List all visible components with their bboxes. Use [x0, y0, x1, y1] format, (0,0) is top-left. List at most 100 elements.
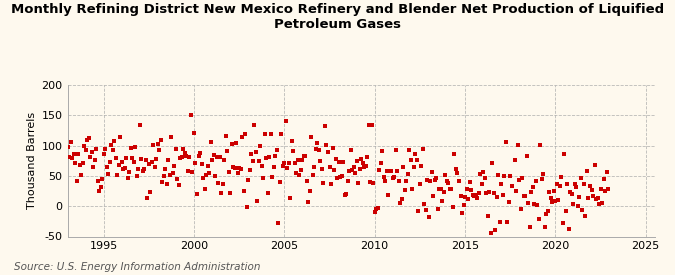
Point: [263, 191, 273, 195]
Point: [452, 171, 463, 175]
Point: [282, 165, 293, 170]
Point: [451, 166, 462, 171]
Point: [290, 160, 300, 165]
Point: [247, 159, 258, 163]
Point: [335, 175, 346, 179]
Point: [171, 146, 182, 151]
Point: [347, 168, 358, 172]
Point: [373, 206, 383, 211]
Point: [517, 176, 528, 180]
Point: [441, 179, 452, 183]
Point: [455, 194, 466, 199]
Point: [422, 178, 433, 182]
Point: [429, 178, 440, 182]
Point: [65, 140, 76, 144]
Point: [134, 123, 145, 128]
Point: [464, 180, 475, 184]
Point: [240, 131, 250, 136]
Point: [421, 208, 431, 212]
Point: [319, 124, 330, 129]
Point: [200, 172, 211, 177]
Point: [487, 160, 497, 165]
Point: [425, 178, 436, 183]
Text: Monthly Refining District New Mexico Refinery and Blender Net Production of Liqu: Monthly Refining District New Mexico Ref…: [11, 3, 664, 31]
Point: [406, 158, 416, 163]
Point: [462, 197, 473, 201]
Point: [225, 191, 236, 196]
Point: [249, 123, 260, 127]
Point: [499, 174, 510, 179]
Point: [435, 187, 446, 191]
Point: [514, 178, 524, 182]
Point: [115, 135, 126, 140]
Point: [159, 174, 169, 178]
Point: [589, 163, 600, 167]
Point: [148, 142, 159, 147]
Point: [304, 188, 315, 193]
Point: [97, 177, 107, 181]
Point: [348, 165, 359, 169]
Point: [63, 155, 74, 159]
Point: [310, 147, 321, 151]
Point: [383, 192, 394, 197]
Point: [116, 160, 127, 165]
Point: [88, 164, 99, 169]
Point: [493, 173, 504, 177]
Y-axis label: Thousand Barrels: Thousand Barrels: [28, 112, 37, 210]
Point: [292, 158, 303, 162]
Point: [413, 209, 424, 213]
Point: [221, 148, 232, 153]
Point: [211, 155, 222, 160]
Point: [448, 204, 458, 209]
Point: [112, 173, 123, 177]
Point: [475, 172, 485, 177]
Point: [255, 143, 266, 148]
Point: [226, 142, 237, 146]
Point: [208, 153, 219, 157]
Point: [400, 188, 410, 192]
Point: [267, 175, 277, 179]
Point: [118, 167, 129, 171]
Point: [175, 156, 186, 160]
Point: [237, 135, 248, 139]
Point: [560, 208, 571, 213]
Point: [106, 143, 117, 147]
Point: [423, 214, 434, 219]
Point: [394, 179, 404, 183]
Point: [357, 160, 368, 165]
Point: [270, 154, 281, 158]
Point: [461, 187, 472, 191]
Point: [505, 174, 516, 178]
Point: [547, 199, 558, 204]
Point: [90, 147, 101, 151]
Point: [325, 182, 336, 186]
Point: [241, 205, 252, 209]
Point: [73, 152, 84, 156]
Point: [62, 145, 73, 150]
Point: [130, 145, 140, 150]
Point: [256, 164, 267, 168]
Point: [178, 147, 189, 151]
Point: [381, 169, 392, 173]
Point: [549, 189, 560, 193]
Point: [84, 155, 95, 159]
Point: [533, 216, 544, 221]
Point: [378, 175, 389, 180]
Point: [264, 155, 275, 159]
Point: [146, 160, 157, 164]
Point: [194, 150, 205, 155]
Point: [74, 163, 85, 168]
Point: [230, 165, 240, 170]
Point: [360, 164, 371, 169]
Point: [368, 180, 379, 185]
Point: [291, 170, 302, 175]
Point: [440, 173, 451, 177]
Point: [580, 214, 591, 219]
Point: [395, 201, 406, 205]
Point: [336, 174, 347, 178]
Point: [556, 175, 567, 180]
Point: [551, 182, 562, 186]
Point: [494, 219, 505, 224]
Point: [77, 161, 88, 165]
Point: [210, 174, 221, 178]
